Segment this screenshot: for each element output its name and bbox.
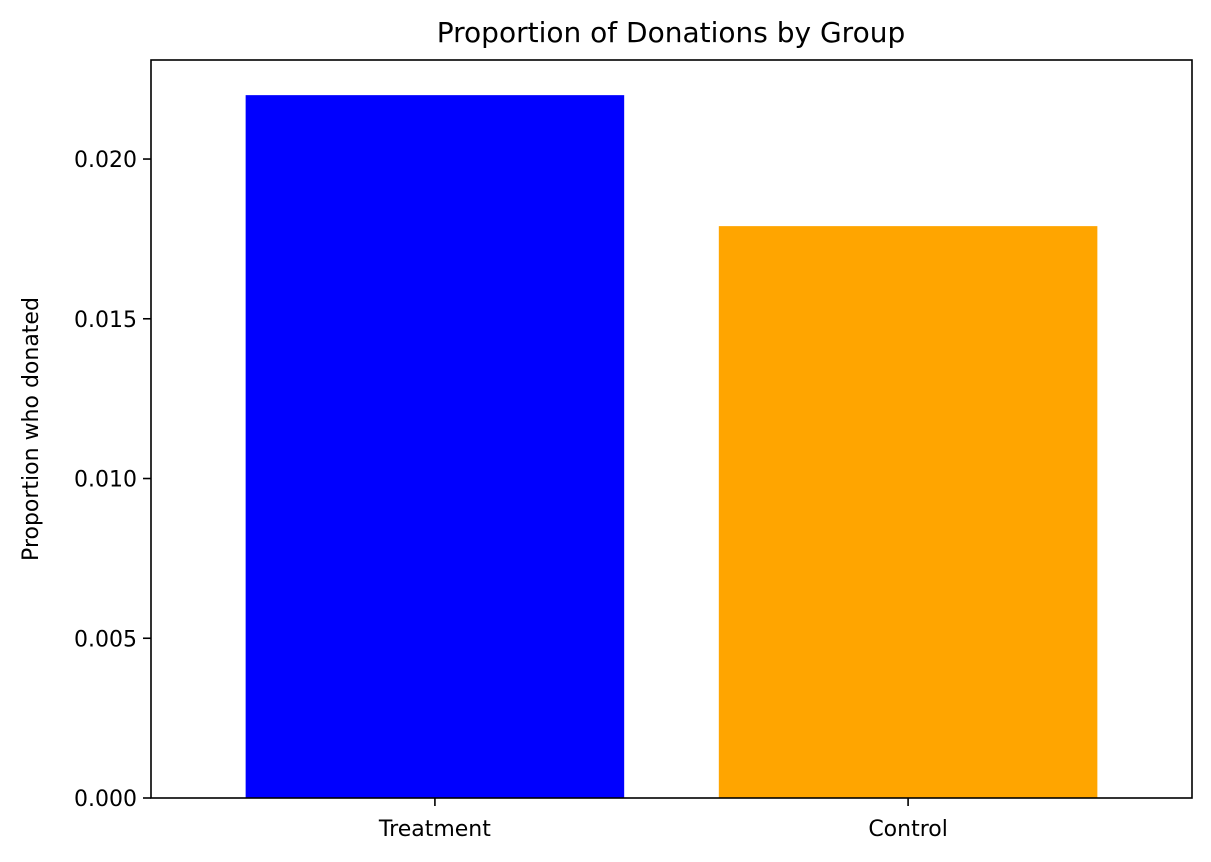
y-tick-label: 0.005 <box>74 627 137 652</box>
y-axis-ticks: 0.000 0.005 0.010 0.015 0.020 <box>74 148 151 812</box>
plot-frame <box>150 59 1193 799</box>
y-tick-label: 0.010 <box>74 468 137 493</box>
x-axis-ticks: Treatment Control <box>378 798 948 842</box>
y-tick-label: 0.020 <box>74 148 137 173</box>
bars-layer <box>245 95 1098 798</box>
x-tick-label: Treatment <box>378 817 491 842</box>
x-tick-label: Control <box>868 817 948 842</box>
y-tick-label: 0.000 <box>74 787 137 812</box>
bar-control <box>718 226 1098 798</box>
y-axis-label: Proportion who donated <box>19 297 44 561</box>
bar-treatment <box>245 95 625 798</box>
y-tick-label: 0.015 <box>74 308 137 333</box>
chart-title: Proportion of Donations by Group <box>437 16 905 49</box>
